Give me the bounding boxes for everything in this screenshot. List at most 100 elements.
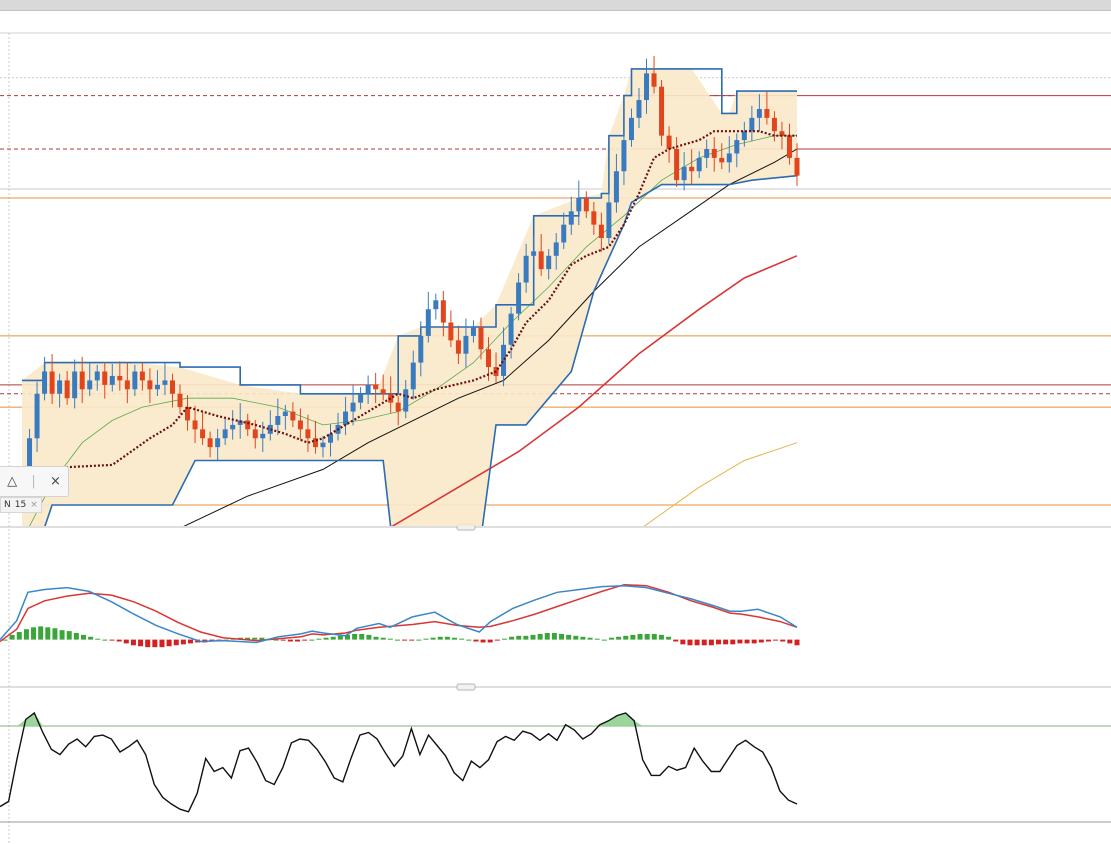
macd-histogram-bar [323,637,329,640]
indicator-close-icon[interactable]: × [30,500,38,510]
macd-histogram-bar [80,634,86,640]
candle-body [312,438,318,448]
drawing-toolbar: △ | × [0,466,69,497]
candle-body [440,300,446,323]
candle-body [64,380,70,399]
macd-histogram-bar [666,636,672,640]
macd-histogram-bar [359,633,365,640]
candle-body [200,429,206,439]
macd-histogram-bar [459,638,465,640]
candle-body [674,149,680,181]
macd-histogram-bar [430,637,436,640]
macd-histogram-bar [245,637,251,640]
candle-body [568,211,574,225]
macd-histogram-bar [116,639,122,642]
candle-body [124,380,130,390]
macd-histogram-bar [758,639,764,643]
toolbar-separator: | [31,474,36,489]
candle-body [463,335,469,354]
candle-body [425,309,431,336]
candle-body [516,282,522,314]
candle-body [418,335,424,363]
macd-histogram-bar [544,632,550,640]
macd-histogram-bar [687,639,693,646]
candle-body [222,429,228,439]
macd-histogram-bar [387,638,393,640]
candle-body [794,157,800,176]
oscillator-overbought-fill [17,719,26,726]
macd-histogram-bar [145,639,151,648]
macd-histogram-bar [52,628,58,640]
candle-body [215,438,221,448]
macd-histogram-bar [573,635,579,640]
candle-body [162,380,168,385]
indicator-param-tag[interactable]: N 15 × [0,497,42,513]
macd-histogram-bar [152,639,158,648]
candle-body [741,131,747,141]
candle-body [403,389,409,412]
macd-histogram-bar [765,639,771,642]
candle-body [282,411,288,416]
candle-body [433,300,439,310]
macd-histogram-bar [138,639,144,647]
macd-signal-line [0,583,798,643]
macd-histogram-bar [509,636,515,640]
candle-body [719,157,725,163]
candle-body [297,420,303,430]
candle-body [689,166,695,172]
macd-histogram-bar [366,634,372,640]
candle-body [583,197,589,212]
indicator-name: N [4,500,11,510]
candle-body [87,380,93,390]
macd-histogram-bar [537,633,543,640]
macd-histogram-bar [109,639,115,641]
macd-histogram-bar [737,639,743,644]
candle-body [486,349,492,368]
macd-histogram-bar [566,634,572,640]
candle-body [117,375,123,381]
macd-histogram-bar [416,639,422,641]
candle-body [666,135,672,149]
macd-histogram-bar [794,639,800,646]
oscillator-overbought-fill [591,724,600,726]
channel-fill [22,68,797,526]
candle-body [644,73,650,101]
macd-histogram-bar [380,637,386,640]
candle-body [756,108,762,118]
macd-histogram-bar [73,632,79,640]
candle-body [786,135,792,158]
macd-histogram-bar [373,636,379,640]
macd-histogram-bar [473,639,479,642]
macd-histogram-bar [580,636,586,640]
macd-histogram-bar [530,634,536,640]
candle-body [779,131,785,136]
oscillator-line [0,711,798,813]
macd-histogram-bar [31,627,37,640]
macd-histogram-bar [744,639,750,644]
macd-histogram-bar [780,639,786,642]
candle-body [621,140,627,172]
candle-body [598,224,604,238]
oscillator-overbought-fill [25,713,35,726]
sma-slow-line [391,255,798,526]
macd-histogram-bar [523,635,529,640]
candle-body [373,384,379,390]
candle-body [448,322,454,341]
candle-body [523,255,529,283]
candle-body [185,407,191,421]
candle-body [320,442,326,448]
macd-histogram-bar [773,639,779,641]
candle-body [327,433,333,443]
channel-upper-line [22,68,797,395]
close-icon[interactable]: × [49,474,61,489]
triangle-icon[interactable]: △ [7,474,18,489]
macd-histogram-bar [302,639,308,641]
macd-histogram-bar [616,636,622,640]
price-panel [0,55,1111,526]
macd-histogram-bar [88,636,94,640]
candle-body [177,393,183,408]
macd-histogram-bar [701,639,707,646]
candle-body [34,393,40,439]
